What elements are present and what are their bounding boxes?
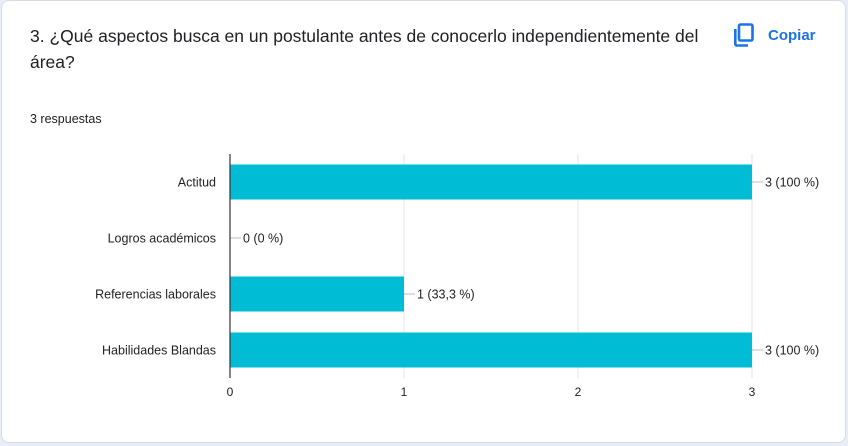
- x-tick-label: 1: [401, 385, 408, 399]
- data-label: 3 (100 %): [765, 344, 819, 358]
- response-count: 3 respuestas: [30, 112, 102, 126]
- copy-label: Copiar: [768, 26, 816, 44]
- x-tick-label: 3: [749, 385, 756, 399]
- bar: [230, 332, 752, 368]
- copy-icon: [733, 23, 755, 47]
- x-tick-label: 0: [227, 385, 234, 399]
- category-label: Actitud: [178, 176, 216, 190]
- question-title: 3. ¿Qué aspectos busca en un postulante …: [30, 26, 699, 72]
- x-tick-label: 2: [575, 385, 582, 399]
- data-label: 1 (33,3 %): [417, 288, 475, 302]
- data-label: 3 (100 %): [765, 176, 819, 190]
- category-label: Habilidades Blandas: [102, 344, 216, 358]
- category-label: Logros académicos: [108, 232, 216, 246]
- data-label: 0 (0 %): [243, 232, 283, 246]
- category-label: Referencias laborales: [95, 288, 216, 302]
- bar: [230, 164, 752, 200]
- copy-button[interactable]: Copiar: [733, 21, 816, 49]
- bar: [230, 276, 404, 312]
